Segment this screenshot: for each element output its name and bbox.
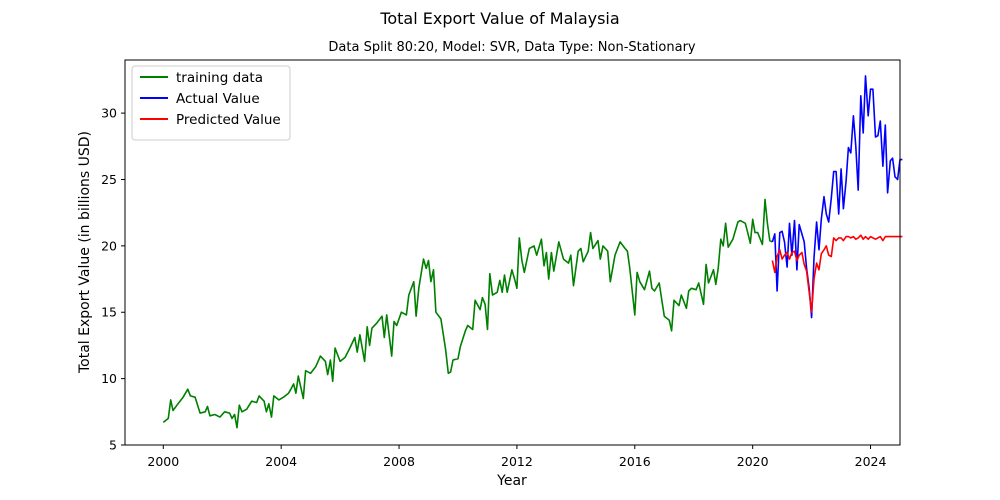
chart-subtitle: Data Split 80:20, Model: SVR, Data Type:… [328, 40, 696, 55]
y-tick-label-4: 25 [101, 172, 117, 187]
x-tick-label-0: 2000 [147, 454, 179, 469]
y-tick-label-3: 20 [101, 238, 117, 253]
x-tick-label-4: 2016 [619, 454, 651, 469]
x-axis: 2000 2004 2008 2012 2016 2020 2024 [147, 445, 886, 469]
x-tick-label-6: 2024 [855, 454, 887, 469]
series-line-1 [771, 75, 903, 319]
legend-label-1: Actual Value [176, 91, 260, 107]
chart-title: Total Export Value of Malaysia [379, 9, 619, 28]
y-tick-label-5: 30 [101, 106, 117, 121]
x-axis-label: Year [496, 473, 527, 489]
legend-box [131, 65, 291, 141]
legend-label-0: training data [176, 70, 263, 86]
series-layer [162, 75, 903, 429]
series-line-0 [162, 198, 773, 429]
y-axis-label: Total Export Value (in billions USD) [77, 131, 93, 374]
y-tick-label-1: 10 [101, 371, 117, 386]
legend-label-2: Predicted Value [176, 112, 281, 128]
y-tick-label-0: 5 [109, 438, 117, 453]
x-tick-label-1: 2004 [265, 454, 297, 469]
legend: training data Actual Value Predicted Value [131, 65, 291, 141]
x-tick-label-2: 2008 [383, 454, 415, 469]
x-tick-label-5: 2020 [737, 454, 769, 469]
series-line-2 [771, 234, 903, 313]
x-tick-label-3: 2012 [501, 454, 533, 469]
y-tick-label-2: 15 [101, 305, 117, 320]
plot-area-frame [124, 59, 901, 446]
y-axis: 5 10 15 20 25 30 [101, 106, 125, 453]
